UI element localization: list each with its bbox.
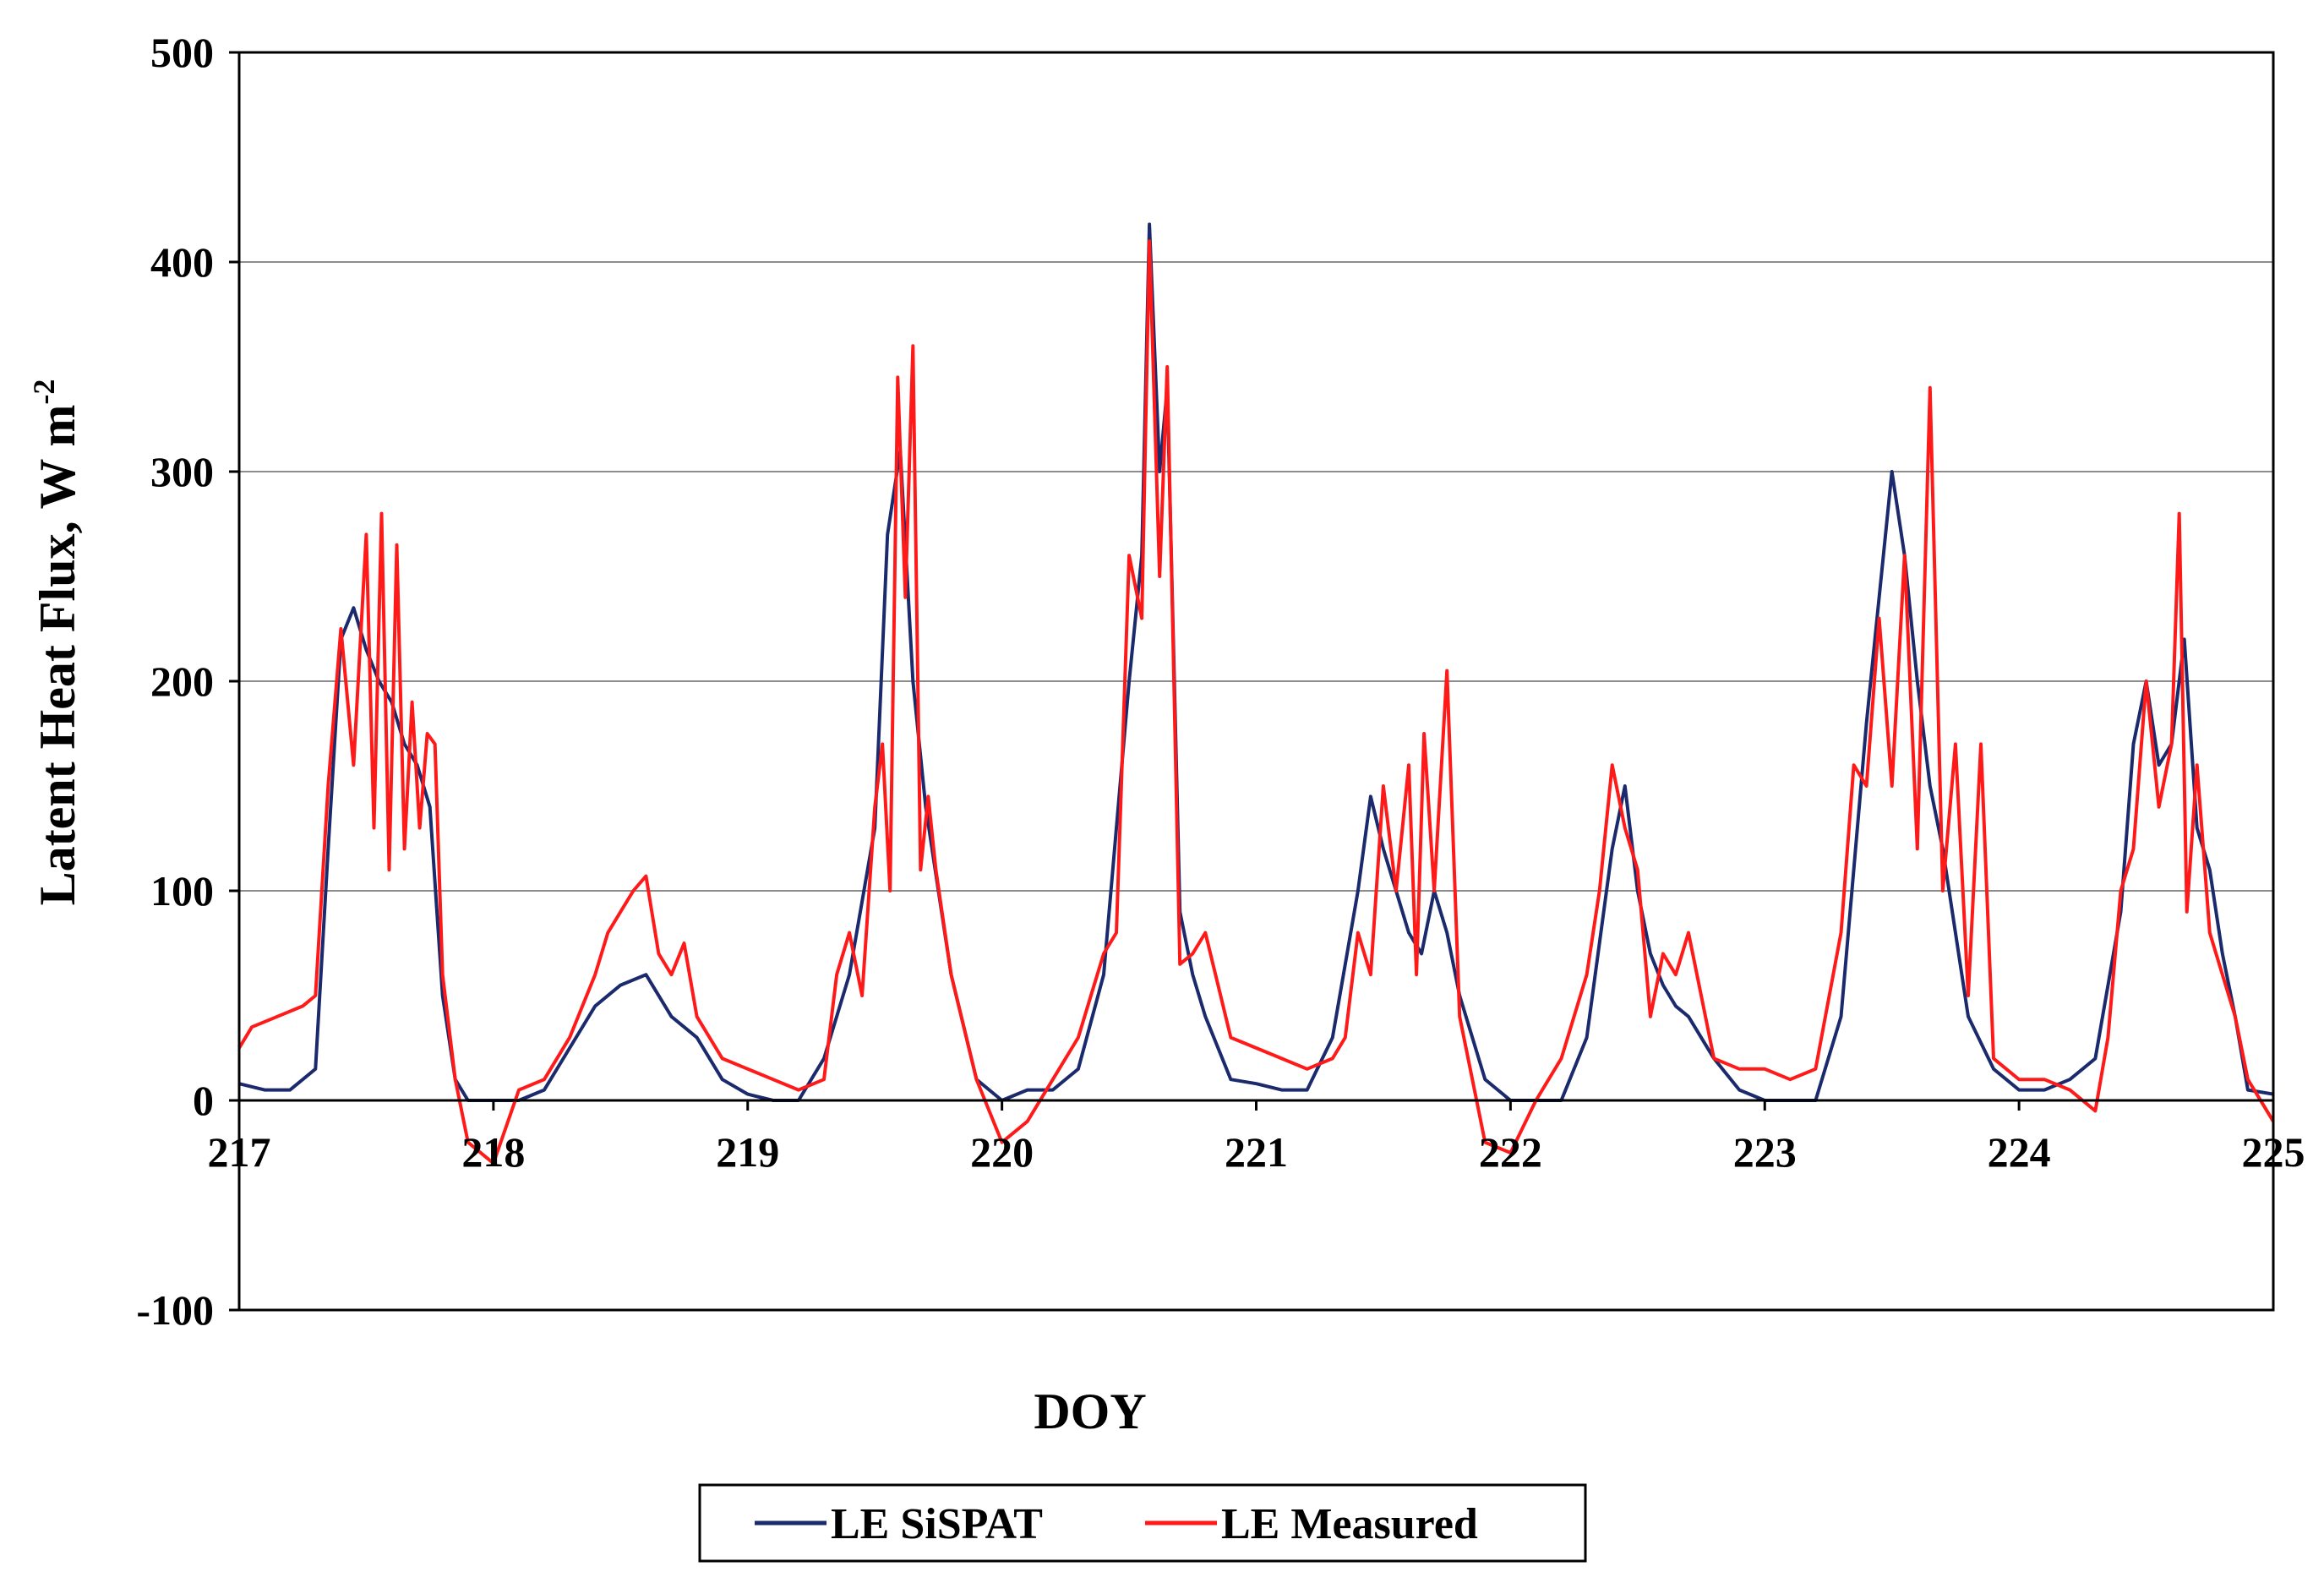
x-tick-label: 221	[1225, 1128, 1288, 1176]
x-tick-label: 224	[1988, 1128, 2051, 1176]
series-line-le-measured	[237, 239, 2275, 1165]
y-axis-title-main: Latent Heat Flux, W m	[30, 405, 85, 906]
x-tick-label: 217	[208, 1128, 271, 1176]
x-tick-label: 218	[461, 1128, 525, 1176]
series-line-le-sispat	[238, 222, 2274, 1102]
legend-label-le-measured: LE Measured	[1221, 1500, 1478, 1548]
y-axis-title-superscript: -2	[27, 379, 61, 405]
legend: LE SiSPAT LE Measured	[698, 1483, 1587, 1563]
series-group	[237, 222, 2275, 1165]
legend-box	[698, 1483, 1587, 1563]
y-axis-ticks: -100 0 100 200 300 400 500	[136, 29, 239, 1334]
y-tick-label: 400	[150, 238, 214, 286]
legend-label-le-sispat: LE SiSPAT	[831, 1500, 1043, 1548]
x-tick-label: 222	[1479, 1128, 1542, 1176]
y-tick-label: 200	[150, 658, 214, 705]
y-axis-title: Latent Heat Flux, W m-2	[27, 379, 85, 906]
y-tick-label: -100	[136, 1286, 214, 1334]
y-tick-label: 100	[150, 867, 214, 914]
x-tick-label: 225	[2242, 1128, 2305, 1176]
x-axis-title: DOY	[1034, 1384, 1146, 1439]
x-tick-label: 220	[970, 1128, 1034, 1176]
y-tick-label: 300	[150, 448, 214, 495]
x-tick-label: 219	[716, 1128, 779, 1176]
y-tick-label: 500	[150, 29, 214, 76]
x-tick-label: 223	[1733, 1128, 1797, 1176]
y-tick-label: 0	[193, 1077, 214, 1124]
x-axis-ticks: 217 218 219 220 221 222 223 224 225	[208, 1100, 2305, 1176]
